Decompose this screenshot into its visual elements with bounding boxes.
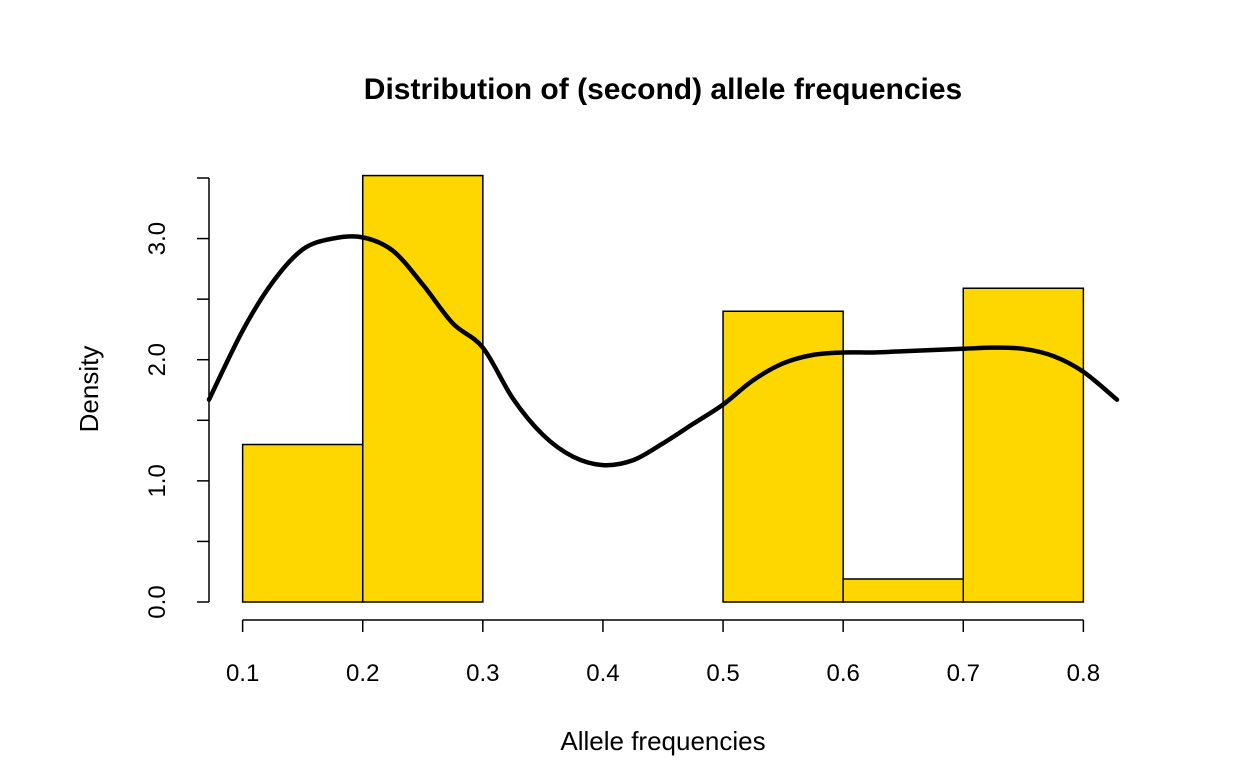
x-axis-label: Allele frequencies [560,726,765,756]
chart-title: Distribution of (second) allele frequenc… [364,73,962,106]
density-curve [206,234,1120,468]
x-tick-label: 0.3 [466,660,499,687]
y-tick-label: 0.0 [144,585,171,618]
histogram-bar [241,443,364,603]
x-tick-label: 0.6 [826,660,859,687]
x-tick-label: 0.5 [706,660,739,687]
x-tick-label: 0.4 [586,660,619,687]
y-tick-label: 1.0 [144,464,171,497]
y-axis: 0.0 1.0 2.0 3.0 [144,177,210,619]
y-tick-label: 2.0 [144,343,171,376]
histogram-bar [361,174,484,603]
histogram-bar [842,578,965,603]
y-tick-label: 3.0 [144,222,171,255]
histogram-bar [962,287,1085,603]
x-tick-label: 0.7 [947,660,980,687]
x-axis: 0.1 0.2 0.3 0.4 0.5 0.6 0.7 0.8 [226,619,1100,687]
y-axis-label: Density [74,346,104,433]
x-tick-label: 0.1 [226,660,259,687]
x-tick-label: 0.2 [346,660,379,687]
histogram-bar [722,310,844,603]
x-tick-label: 0.8 [1067,660,1100,687]
